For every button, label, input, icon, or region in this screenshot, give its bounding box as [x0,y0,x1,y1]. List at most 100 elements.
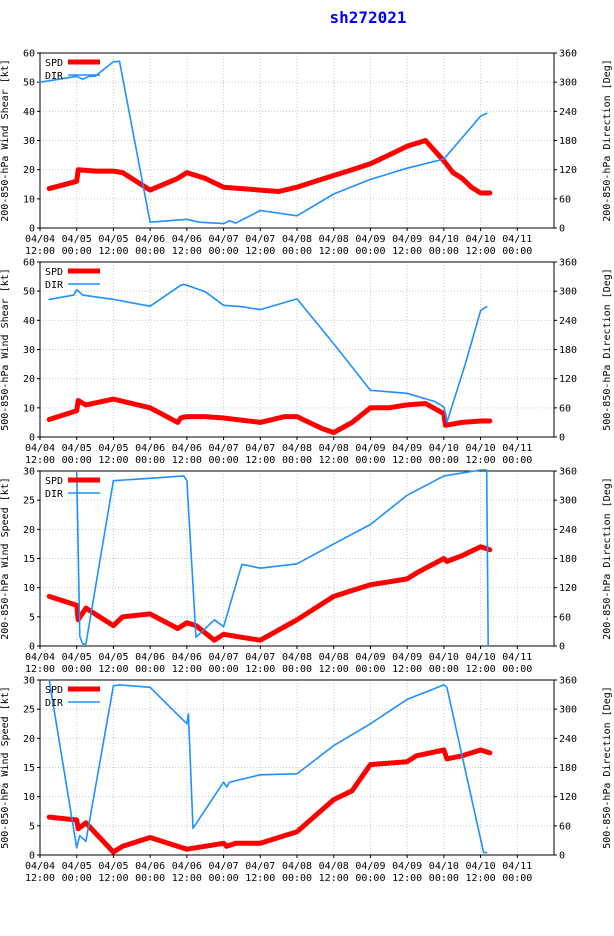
x-tick-time-label: 12:00 [172,455,202,466]
y2-axis-title: 200-850-hPa Direction [Deg] [602,477,613,640]
y2-tick-label: 60 [559,403,571,414]
x-tick-date-label: 04/04 [25,652,55,663]
x-tick-date-label: 04/08 [319,861,349,872]
legend-label-dir: DIR [45,71,64,82]
x-tick-time-label: 12:00 [392,455,422,466]
x-tick-date-label: 04/10 [429,234,459,245]
x-tick-date-label: 04/09 [355,861,385,872]
x-tick-date-label: 04/04 [25,234,55,245]
dir-series-line [48,679,488,854]
x-tick-date-label: 04/11 [502,234,532,245]
y2-axis-title: 500-850-hPa Direction [Deg] [602,268,613,431]
chart-panel-1: 010203040506006012018024030036004/0412:0… [0,49,613,258]
x-tick-time-label: 00:00 [502,873,532,884]
x-tick-date-label: 04/10 [429,861,459,872]
chart-panel-2: 010203040506006012018024030036004/0412:0… [0,258,613,467]
x-tick-date-label: 04/08 [282,443,312,454]
y2-tick-label: 360 [559,676,577,687]
legend-label-dir: DIR [45,698,64,709]
x-tick-date-label: 04/07 [209,652,239,663]
x-tick-time-label: 12:00 [25,246,55,257]
x-tick-date-label: 04/09 [355,443,385,454]
y2-tick-label: 0 [559,433,565,444]
y2-tick-label: 240 [559,316,577,327]
x-tick-date-label: 04/07 [245,443,275,454]
x-tick-time-label: 12:00 [245,664,275,675]
y-tick-label: 25 [23,496,35,507]
x-tick-date-label: 04/11 [502,652,532,663]
y2-tick-label: 60 [559,194,571,205]
x-tick-date-label: 04/04 [25,443,55,454]
x-tick-time-label: 12:00 [98,873,128,884]
x-tick-time-label: 00:00 [355,246,385,257]
x-tick-date-label: 04/04 [25,861,55,872]
x-tick-date-label: 04/07 [209,443,239,454]
x-tick-date-label: 04/11 [502,861,532,872]
y-tick-label: 15 [23,554,35,565]
x-tick-time-label: 12:00 [245,246,275,257]
y-tick-label: 5 [29,821,35,832]
x-tick-time-label: 12:00 [392,873,422,884]
y2-tick-label: 240 [559,107,577,118]
x-tick-time-label: 12:00 [98,664,128,675]
y2-tick-label: 360 [559,49,577,60]
x-tick-time-label: 12:00 [466,664,496,675]
x-tick-time-label: 12:00 [466,873,496,884]
y-tick-label: 50 [23,78,35,89]
legend: SPD DIR [45,476,100,500]
x-tick-time-label: 00:00 [209,246,239,257]
legend: SPD DIR [45,267,100,291]
x-tick-time-label: 00:00 [355,455,385,466]
x-tick-date-label: 04/10 [466,443,496,454]
y-tick-label: 50 [23,287,35,298]
x-tick-date-label: 04/08 [282,861,312,872]
spd-series-line [46,138,493,196]
y2-tick-label: 240 [559,734,577,745]
y-tick-label: 0 [29,433,35,444]
x-tick-time-label: 00:00 [282,455,312,466]
y-tick-label: 5 [29,612,35,623]
x-tick-time-label: 00:00 [135,246,165,257]
x-tick-time-label: 12:00 [245,455,275,466]
x-tick-date-label: 04/05 [62,234,92,245]
x-tick-time-label: 00:00 [62,664,92,675]
chart-panel-4: 05101520253006012018024030036004/0412:00… [0,676,613,885]
x-tick-date-label: 04/06 [135,234,165,245]
y2-tick-label: 120 [559,792,577,803]
y2-axis-title: 500-850-hPa Direction [Deg] [602,686,613,849]
page-title: sh272021 [329,8,407,27]
y2-tick-label: 360 [559,258,577,269]
x-tick-time-label: 12:00 [25,873,55,884]
y-axis-title: 200-850-hPa Wind Shear [kt] [0,59,11,222]
x-tick-date-label: 04/09 [392,652,422,663]
x-tick-time-label: 12:00 [98,246,128,257]
x-tick-time-label: 12:00 [98,455,128,466]
y-tick-label: 0 [29,851,35,862]
y2-tick-label: 180 [559,345,577,356]
dir-series-line [48,283,488,424]
x-tick-date-label: 04/05 [98,443,128,454]
y2-tick-label: 0 [559,224,565,235]
x-tick-time-label: 12:00 [392,664,422,675]
x-tick-time-label: 12:00 [466,246,496,257]
y-axis-title: 500-850-hPa Wind Shear [kt] [0,268,11,431]
y-tick-label: 40 [23,316,35,327]
x-tick-date-label: 04/09 [392,234,422,245]
x-tick-date-label: 04/10 [466,234,496,245]
x-tick-time-label: 00:00 [502,664,532,675]
dir-series-line [75,469,490,647]
legend: SPD DIR [45,685,100,709]
x-tick-date-label: 04/11 [502,443,532,454]
y-tick-label: 20 [23,165,35,176]
x-tick-date-label: 04/08 [319,234,349,245]
y2-tick-label: 180 [559,763,577,774]
y-tick-label: 40 [23,107,35,118]
x-tick-date-label: 04/10 [429,652,459,663]
y-tick-label: 10 [23,194,35,205]
y-tick-label: 60 [23,49,35,60]
x-tick-time-label: 12:00 [319,246,349,257]
y-tick-label: 20 [23,374,35,385]
y2-tick-label: 0 [559,851,565,862]
x-tick-time-label: 00:00 [135,873,165,884]
